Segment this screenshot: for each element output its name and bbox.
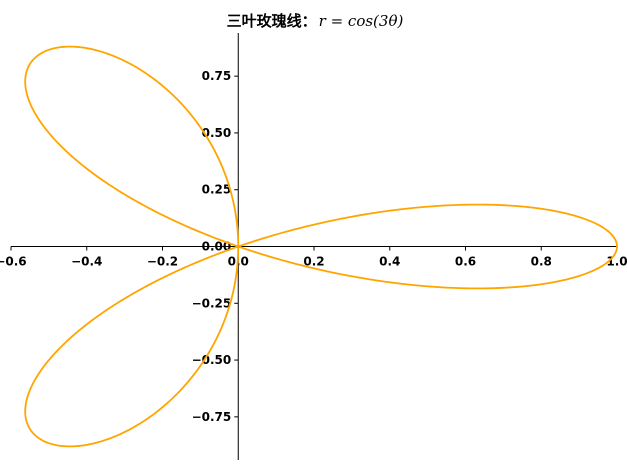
rose-curve-line: [24, 45, 618, 448]
x-tick-label: −0.4: [71, 255, 102, 269]
x-tick-label: 0.2: [303, 255, 324, 269]
y-ticks: −0.75 −0.50 −0.25 0.00 0.25 0.50 0.75: [192, 69, 239, 424]
y-tick-label: −0.75: [192, 410, 232, 424]
y-tick-label: −0.50: [192, 353, 232, 367]
y-tick-label: 0.75: [202, 69, 232, 83]
x-ticks: −0.6 −0.4 −0.2 0.0 0.2 0.4 0.6 0.8 1.0: [0, 246, 627, 269]
chart-title-text: 三叶玫瑰线：: [227, 12, 317, 30]
x-tick-label: 0.6: [455, 255, 476, 269]
chart-title-math: r = cos(3θ): [319, 12, 404, 30]
y-tick-label: 0.25: [202, 183, 232, 197]
x-tick-label: −0.6: [0, 255, 27, 269]
x-tick-label: −0.2: [147, 255, 178, 269]
x-tick-label: 0.8: [531, 255, 552, 269]
y-tick-label: 0.00: [202, 240, 232, 254]
x-tick-label: 0.4: [379, 255, 400, 269]
y-tick-label: 0.50: [202, 126, 232, 140]
chart-title: 三叶玫瑰线： r = cos(3θ): [227, 12, 404, 30]
y-tick-label: −0.25: [192, 296, 232, 310]
